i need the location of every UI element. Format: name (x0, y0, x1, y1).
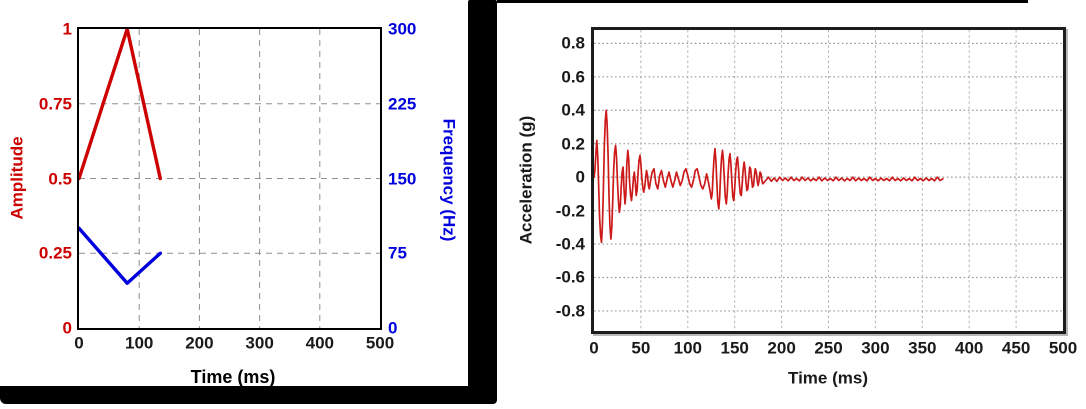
amplitude-tick-label: 0.25 (38, 243, 72, 263)
accel-tick-label: 0.2 (561, 134, 585, 154)
amplitude-line (79, 29, 163, 181)
sweep-plot-area (77, 27, 382, 330)
sweep-plot-svg (79, 29, 380, 328)
accel-time-tick-label: 450 (1001, 338, 1031, 358)
frequency-tick-label: 225 (388, 94, 417, 114)
amplitude-tick-label: 0.5 (48, 169, 72, 188)
sweep-time-tick-label: 0 (74, 333, 84, 353)
sweep-time-tick-label: 100 (125, 333, 154, 353)
accel-tick-label: 0.4 (561, 100, 585, 120)
sweep-time-tick-label: 400 (305, 333, 334, 353)
acceleration-plot-svg (594, 30, 1063, 331)
accel-tick-label: -0.6 (555, 267, 585, 287)
left-panel-border-right (468, 0, 497, 404)
accel-time-tick-label: 300 (861, 338, 890, 358)
accel-time-tick-label: 250 (814, 338, 843, 358)
accel-time-tick-label: 500 (1048, 338, 1078, 358)
sweep-time-tick-label: 300 (245, 333, 274, 353)
sweep-time-tick-label: 500 (365, 333, 395, 353)
accel-tick-label: -0.8 (555, 301, 585, 321)
accel-time-tick-label: 100 (673, 338, 702, 358)
frequency-tick-label: 300 (388, 19, 417, 39)
accel-time-tick-label: 200 (767, 338, 796, 358)
amplitude-tick-label: 0 (62, 318, 72, 338)
sweep-time-tick-label: 200 (185, 333, 214, 353)
amplitude-tick-label: 1 (62, 19, 72, 39)
acceleration-axis-title: Acceleration (g) (516, 115, 536, 245)
accel-tick-label: -0.2 (555, 201, 585, 221)
frequency-line (79, 226, 163, 285)
right-panel-border-top (497, 0, 1028, 3)
accel-tick-label: -0.4 (555, 234, 585, 254)
acceleration-plot-area (591, 27, 1066, 334)
accel-time-tick-label: 150 (720, 338, 749, 358)
accel-time-tick-label: 0 (589, 338, 599, 358)
amplitude-tick-label: 0.75 (38, 94, 72, 114)
frequency-tick-label: 75 (388, 243, 407, 263)
accel-time-tick-label: 400 (955, 338, 984, 358)
accel-time-tick-label: 50 (631, 338, 651, 358)
left-panel-border-bottom (0, 386, 497, 404)
accel-tick-label: 0.6 (561, 67, 585, 87)
accel-tick-label: 0 (575, 167, 585, 187)
sweep-time-axis-title: Time (ms) (190, 367, 276, 387)
accel-tick-label: 0.8 (561, 33, 585, 53)
accel-time-tick-label: 350 (908, 338, 937, 358)
acceleration-time-axis-title: Time (ms) (788, 368, 868, 388)
frequency-tick-label: 150 (388, 169, 417, 188)
frequency-tick-label: 0 (388, 318, 398, 338)
acceleration-line (594, 109, 944, 244)
